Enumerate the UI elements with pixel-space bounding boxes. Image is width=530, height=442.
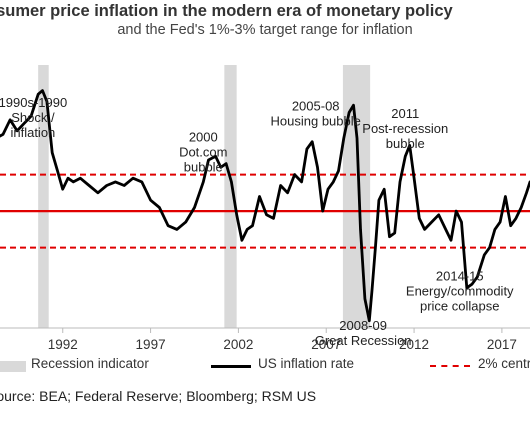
recession-band-2 [342,65,371,328]
annotation-3-line-0: 2011 [391,106,419,121]
legend-recession-label: Recession indicator [31,356,149,371]
annotation-1-line-1: Dot.com [179,145,227,160]
annotation-4-line-1: Great Recession [315,333,412,348]
chart-title: Consumer price inflation in the modern e… [0,2,453,20]
annotation-4-line-0: 2008-09 [339,318,387,333]
legend-centre-swatch [430,365,470,367]
recession-band-0 [38,65,49,328]
annotation-2: 2005-08 Housing bubble [271,99,361,129]
annotation-1-line-2: bubble [184,160,223,175]
annotation-3-line-2: bubble [386,136,425,151]
annotation-0: 1990s-1990 Shock / inflation [0,95,67,140]
recession-bands [38,65,371,328]
legend-centre-label: 2% central [478,356,530,371]
x-axis: 1992 1997 2002 2007 2012 2017 [0,327,530,352]
annotation-1-line-0: 2000 [189,130,218,145]
annotation-2-line-0: 2005-08 [292,99,340,114]
annotation-0-line-1: Shock / [11,110,55,125]
chart-subtitle: and the Fed's 1%-3% target range for inf… [117,22,413,38]
series-line-inflation [0,89,530,323]
legend-recession-swatch [0,361,26,372]
x-tick-label-5: 2017 [487,337,517,352]
x-tick-label-4: 2012 [399,337,429,352]
x-tick-label-0: 1992 [48,337,78,352]
x-tick-label-3: 2007 [311,337,341,352]
annotations: 1990s-1990 Shock / inflation 2000 Dot.com bub… [0,95,514,348]
annotation-5-line-2: price collapse [420,299,500,314]
annotation-4: 2008-09 Great Recession [315,318,412,348]
annotation-5-line-0: 2014-15 [436,269,484,284]
x-tick-label-1: 1997 [136,337,166,352]
series-layer [0,89,530,323]
annotation-3-line-1: Post-recession [362,121,448,136]
annotation-5: 2014-15 Energy/commodity price collapse [406,269,514,314]
recession-band-1 [224,65,237,328]
annotation-0-line-2: inflation [10,125,55,140]
annotation-3: 2011 Post-recession bubble [362,106,448,151]
annotation-0-line-0: 1990s-1990 [0,95,67,110]
source-note: Source: BEA; Federal Reserve; Bloomberg;… [0,388,317,404]
legend-inflation-swatch [211,365,251,368]
legend-inflation-label: US inflation rate [258,356,355,371]
annotation-1: 2000 Dot.com bubble [179,130,227,175]
x-tick-label-2: 2002 [223,337,253,352]
annotation-5-line-1: Energy/commodity [406,284,514,299]
annotation-2-line-1: Housing bubble [271,114,361,129]
